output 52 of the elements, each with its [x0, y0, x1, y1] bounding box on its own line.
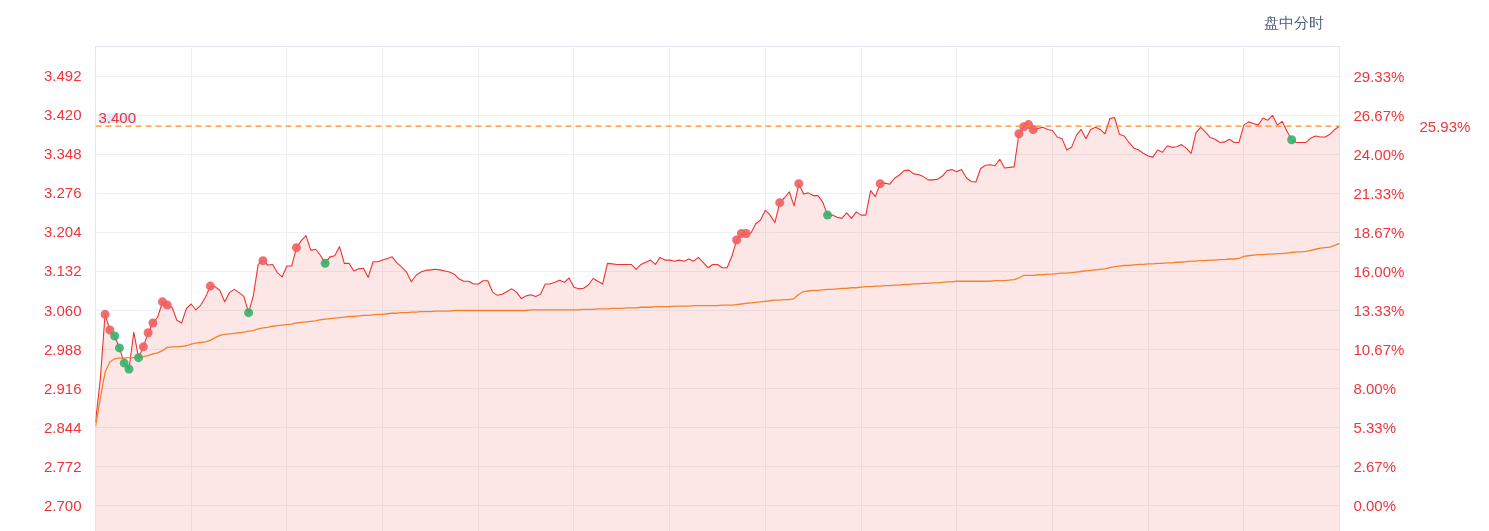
point	[732, 235, 742, 245]
point	[775, 198, 785, 208]
point	[205, 281, 215, 291]
point	[105, 325, 115, 335]
point	[823, 210, 833, 220]
point	[138, 342, 148, 352]
y-tick-label: 3.420	[43, 106, 82, 124]
y-tick-label: 2.988	[43, 340, 82, 358]
y-tick-label: 3.348	[43, 145, 82, 163]
point	[1014, 129, 1024, 139]
y2-tick-label: 13.33%	[1353, 302, 1405, 320]
point	[143, 328, 153, 338]
point	[1028, 124, 1038, 134]
text: 盘中分时	[1264, 14, 1324, 32]
y2-tick-label: 24.00%	[1353, 145, 1405, 163]
point	[124, 364, 134, 374]
y2-tick-label: 2.67%	[1353, 458, 1397, 476]
point	[244, 308, 254, 318]
point	[320, 258, 330, 268]
y-tick-label: 3.492	[43, 67, 82, 85]
point	[134, 353, 144, 363]
point	[794, 179, 804, 189]
y-tick-label: 2.844	[43, 418, 82, 436]
point	[1287, 135, 1297, 145]
y-tick-label: 3.132	[43, 262, 82, 280]
y2-tick-label: 5.33%	[1353, 419, 1397, 437]
y2-tick-label: 16.00%	[1353, 262, 1405, 280]
point	[875, 179, 885, 189]
y2-tick-label: 29.33%	[1353, 67, 1405, 85]
point	[114, 343, 124, 353]
y2-tick-label: 18.67%	[1353, 223, 1405, 241]
point	[291, 243, 301, 253]
y2-tick-label: 8.00%	[1353, 380, 1397, 398]
y-tick-label: 2.772	[43, 457, 82, 475]
y2-tick-label: 26.67%	[1353, 106, 1405, 124]
text: 25.93%	[1419, 117, 1471, 135]
point	[741, 229, 751, 239]
point	[162, 300, 172, 310]
y2-tick-label: 21.33%	[1353, 184, 1405, 202]
y-tick-label: 3.060	[43, 301, 82, 319]
y2-tick-label: 10.67%	[1353, 340, 1405, 358]
y-tick-label: 3.204	[43, 223, 82, 241]
y-tick-label: 2.700	[43, 496, 82, 514]
point	[100, 309, 110, 319]
point	[119, 358, 129, 368]
y-tick-label: 2.916	[43, 379, 82, 397]
point	[148, 318, 158, 328]
point	[110, 331, 120, 341]
point	[258, 256, 268, 266]
y2-tick-label: 0.00%	[1353, 497, 1397, 515]
ref-line-label: 3.400	[98, 109, 137, 127]
y-tick-label: 3.276	[43, 184, 82, 202]
